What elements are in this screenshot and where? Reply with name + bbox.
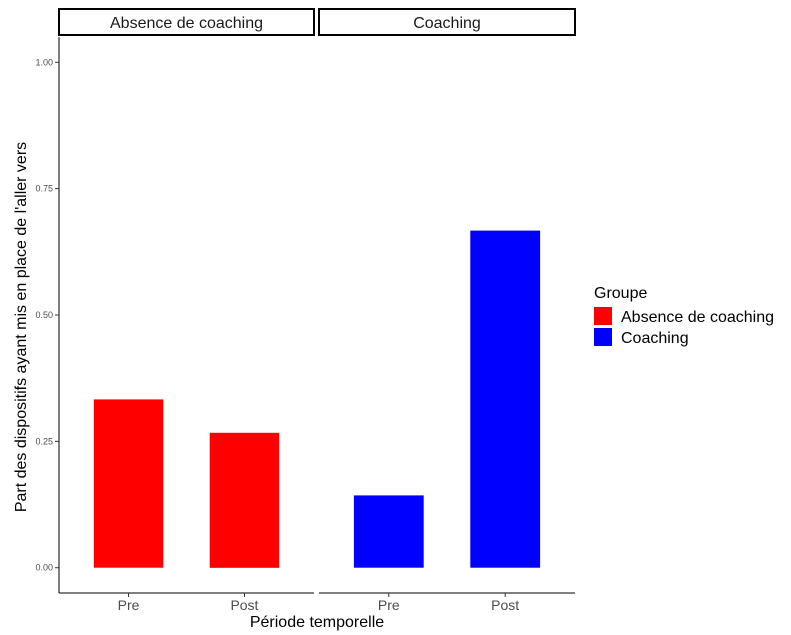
y-tick-label: 0.75 [35,184,53,194]
legend: Groupe Absence de coaching Coaching [594,285,774,347]
y-tick-label: 0.00 [35,563,53,573]
legend-title: Groupe [594,285,647,302]
legend-swatch-absence-de-coaching [594,307,612,325]
y-tick-label: 0.50 [35,310,53,320]
legend-label-absence-de-coaching: Absence de coaching [621,309,774,326]
x-ticks-layer: Pre Post Pre Post [118,593,519,613]
facet-strip-2-label: Coaching [413,15,481,32]
y-axis-title: Part des dispositifs ayant mis en place … [13,142,30,512]
bar-absence-de-coaching-pre [93,399,164,568]
y-tick-label: 0.25 [35,436,53,446]
x-tick-label: Post [230,597,258,613]
bar-coaching-pre [353,495,424,568]
bar-coaching-post [470,230,541,568]
y-tick-label: 1.00 [35,57,53,67]
x-axis-title: Période temporelle [250,614,384,631]
x-tick-label: Pre [378,597,400,613]
x-tick-label: Pre [118,597,140,613]
legend-label-coaching: Coaching [621,330,689,347]
x-tick-label: Post [491,597,519,613]
bar-absence-de-coaching-post [209,432,280,568]
facet-strip-1-label: Absence de coaching [110,15,263,32]
facet-strip-1 [58,8,315,36]
bars-layer [93,230,541,568]
legend-swatch-coaching [594,328,612,346]
facet-strip-2 [318,8,576,36]
y-ticks-layer: 0.00 0.25 0.50 0.75 1.00 [35,57,59,573]
